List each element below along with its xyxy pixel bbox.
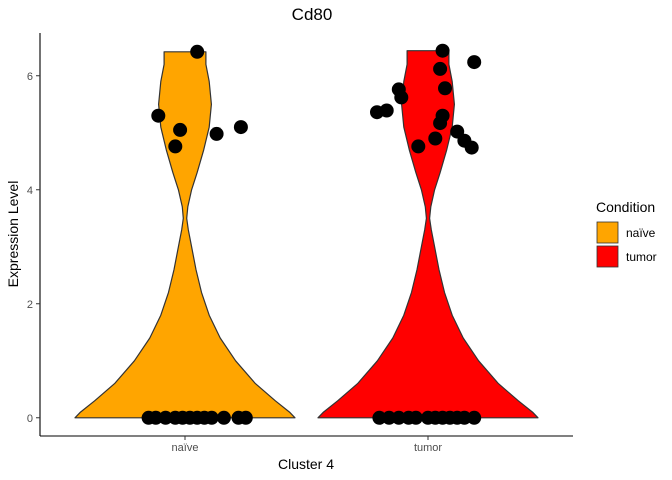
y-ticks: 0 2 4 6 — [27, 71, 40, 425]
y-tick-label: 4 — [27, 185, 33, 197]
data-point — [158, 410, 173, 425]
y-tick-label: 2 — [27, 299, 33, 311]
data-point — [204, 410, 219, 425]
data-point — [467, 55, 482, 70]
x-ticks: naïve tumor — [172, 436, 442, 454]
data-point — [435, 43, 450, 58]
data-point — [438, 81, 452, 96]
data-point — [435, 108, 450, 123]
violin-tumor — [317, 50, 539, 419]
x-tick-label: naïve — [172, 442, 199, 454]
points-layer — [141, 43, 482, 425]
legend-title: Condition — [596, 199, 655, 215]
violin-layer — [74, 50, 539, 419]
data-point — [209, 126, 224, 141]
data-point — [467, 410, 482, 425]
chart-title: Cd80 — [292, 5, 333, 24]
legend-label-naive: naïve — [626, 226, 656, 240]
data-point — [372, 410, 387, 425]
y-tick-label: 6 — [27, 71, 33, 83]
data-point — [394, 90, 409, 105]
x-tick-label: tumor — [414, 442, 442, 454]
data-point — [382, 410, 397, 425]
y-tick-label: 0 — [27, 413, 33, 425]
legend: Condition naïve tumor — [596, 199, 657, 268]
data-point — [173, 122, 188, 137]
data-point — [411, 139, 426, 154]
data-point — [216, 410, 231, 425]
violin-naive — [74, 51, 296, 419]
data-point — [148, 410, 163, 425]
data-point — [464, 140, 479, 155]
data-point — [233, 120, 248, 135]
legend-label-tumor: tumor — [626, 250, 657, 264]
data-point — [190, 44, 205, 59]
y-axis-title: Expression Level — [5, 181, 21, 288]
data-point — [457, 410, 472, 425]
x-axis-title: Cluster 4 — [278, 456, 334, 472]
data-point — [433, 61, 448, 76]
legend-swatch-naive — [596, 221, 619, 244]
legend-swatch-tumor — [596, 245, 619, 268]
data-point — [238, 410, 253, 425]
data-point — [168, 139, 183, 154]
data-point — [391, 410, 406, 425]
data-point — [151, 108, 166, 123]
data-point — [408, 410, 423, 425]
data-point — [428, 131, 443, 146]
data-point — [379, 103, 394, 118]
